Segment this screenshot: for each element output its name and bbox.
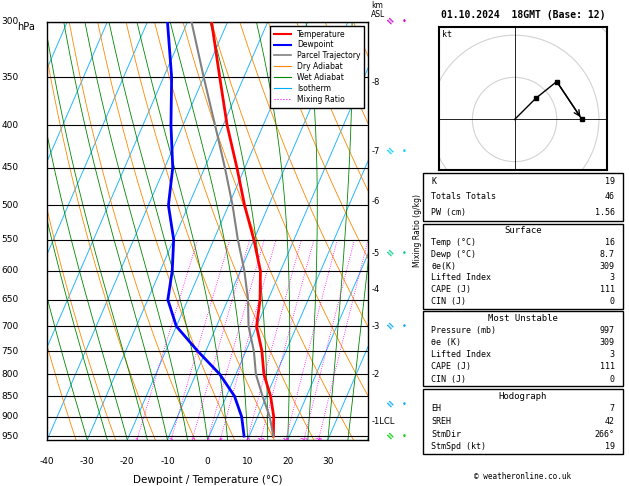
Text: 10: 10 bbox=[242, 456, 253, 466]
Text: Temp (°C): Temp (°C) bbox=[431, 238, 476, 247]
Text: ≡: ≡ bbox=[383, 398, 396, 411]
Text: 20: 20 bbox=[299, 438, 308, 444]
Text: -7: -7 bbox=[371, 147, 379, 156]
Text: Mixing Ratio (g/kg): Mixing Ratio (g/kg) bbox=[413, 194, 421, 267]
Text: 800: 800 bbox=[1, 370, 18, 379]
Text: 700: 700 bbox=[1, 322, 18, 331]
Text: Most Unstable: Most Unstable bbox=[488, 314, 558, 323]
Text: 46: 46 bbox=[604, 192, 615, 201]
Text: •: • bbox=[401, 249, 406, 258]
Text: 266°: 266° bbox=[595, 430, 615, 439]
Text: Pressure (mb): Pressure (mb) bbox=[431, 326, 496, 335]
Text: Lifted Index: Lifted Index bbox=[431, 274, 491, 282]
Text: 16: 16 bbox=[604, 238, 615, 247]
Text: ≡: ≡ bbox=[383, 145, 396, 157]
Text: Lifted Index: Lifted Index bbox=[431, 350, 491, 359]
Text: 3: 3 bbox=[610, 274, 615, 282]
Text: 400: 400 bbox=[1, 121, 18, 130]
Text: 111: 111 bbox=[599, 363, 615, 371]
Text: •: • bbox=[401, 147, 406, 156]
Text: K: K bbox=[431, 177, 437, 186]
Text: CAPE (J): CAPE (J) bbox=[431, 363, 471, 371]
Text: 30: 30 bbox=[322, 456, 333, 466]
Text: θe (K): θe (K) bbox=[431, 338, 461, 347]
Text: StmSpd (kt): StmSpd (kt) bbox=[431, 442, 486, 451]
Text: PW (cm): PW (cm) bbox=[431, 208, 466, 217]
Text: 550: 550 bbox=[1, 235, 18, 244]
Text: 900: 900 bbox=[1, 412, 18, 421]
Text: -3: -3 bbox=[371, 322, 379, 331]
Text: 0: 0 bbox=[610, 297, 615, 306]
Text: 997: 997 bbox=[599, 326, 615, 335]
Text: •: • bbox=[401, 432, 406, 441]
Text: 5: 5 bbox=[218, 438, 223, 444]
Text: Surface: Surface bbox=[504, 226, 542, 235]
Text: 10: 10 bbox=[256, 438, 265, 444]
Text: -8: -8 bbox=[371, 78, 379, 87]
Text: 15: 15 bbox=[281, 438, 290, 444]
Text: 450: 450 bbox=[1, 163, 18, 172]
Text: CIN (J): CIN (J) bbox=[431, 375, 466, 383]
Text: 3: 3 bbox=[610, 350, 615, 359]
Text: 500: 500 bbox=[1, 201, 18, 210]
Text: 42: 42 bbox=[604, 417, 615, 426]
Text: -30: -30 bbox=[80, 456, 94, 466]
Text: -4: -4 bbox=[371, 285, 379, 294]
Text: kt: kt bbox=[442, 30, 452, 38]
Text: 750: 750 bbox=[1, 347, 18, 356]
Text: -5: -5 bbox=[371, 249, 379, 258]
Text: 19: 19 bbox=[604, 177, 615, 186]
Text: -2: -2 bbox=[371, 370, 379, 379]
Text: -20: -20 bbox=[120, 456, 135, 466]
Text: -40: -40 bbox=[40, 456, 55, 466]
Text: CIN (J): CIN (J) bbox=[431, 297, 466, 306]
Text: 2: 2 bbox=[169, 438, 173, 444]
Text: -6: -6 bbox=[371, 197, 379, 207]
Text: 300: 300 bbox=[1, 17, 18, 26]
Text: hPa: hPa bbox=[17, 22, 35, 32]
Text: 3: 3 bbox=[190, 438, 194, 444]
Text: θe(K): θe(K) bbox=[431, 261, 456, 271]
Text: ≡: ≡ bbox=[383, 430, 396, 442]
Text: 25: 25 bbox=[314, 438, 323, 444]
Text: 0: 0 bbox=[610, 375, 615, 383]
Text: 309: 309 bbox=[599, 261, 615, 271]
Text: 111: 111 bbox=[599, 285, 615, 294]
Text: 01.10.2024  18GMT (Base: 12): 01.10.2024 18GMT (Base: 12) bbox=[441, 10, 605, 20]
Text: 350: 350 bbox=[1, 73, 18, 82]
Text: 0: 0 bbox=[204, 456, 211, 466]
Text: 309: 309 bbox=[599, 338, 615, 347]
Legend: Temperature, Dewpoint, Parcel Trajectory, Dry Adiabat, Wet Adiabat, Isotherm, Mi: Temperature, Dewpoint, Parcel Trajectory… bbox=[270, 26, 364, 108]
Text: 650: 650 bbox=[1, 295, 18, 304]
Text: Dewp (°C): Dewp (°C) bbox=[431, 250, 476, 259]
Text: 8.7: 8.7 bbox=[599, 250, 615, 259]
Text: © weatheronline.co.uk: © weatheronline.co.uk bbox=[474, 472, 572, 481]
Text: ≡: ≡ bbox=[383, 247, 396, 260]
Text: -1LCL: -1LCL bbox=[371, 417, 394, 426]
Text: Dewpoint / Temperature (°C): Dewpoint / Temperature (°C) bbox=[133, 475, 282, 486]
Text: km
ASL: km ASL bbox=[371, 1, 386, 19]
Text: 600: 600 bbox=[1, 266, 18, 276]
Text: EH: EH bbox=[431, 404, 442, 414]
Text: 1.56: 1.56 bbox=[595, 208, 615, 217]
Text: 8: 8 bbox=[245, 438, 250, 444]
Text: ≡: ≡ bbox=[383, 320, 396, 333]
Text: Totals Totals: Totals Totals bbox=[431, 192, 496, 201]
Text: 4: 4 bbox=[206, 438, 210, 444]
Text: •: • bbox=[401, 400, 406, 409]
Text: ≡: ≡ bbox=[383, 16, 396, 28]
Text: StmDir: StmDir bbox=[431, 430, 461, 439]
Text: 1: 1 bbox=[135, 438, 139, 444]
Text: CAPE (J): CAPE (J) bbox=[431, 285, 471, 294]
Text: 19: 19 bbox=[604, 442, 615, 451]
Text: •: • bbox=[401, 17, 406, 26]
Text: -10: -10 bbox=[160, 456, 175, 466]
Text: 850: 850 bbox=[1, 392, 18, 400]
Text: 950: 950 bbox=[1, 432, 18, 441]
Text: •: • bbox=[401, 322, 406, 331]
Text: SREH: SREH bbox=[431, 417, 451, 426]
Text: Hodograph: Hodograph bbox=[499, 392, 547, 401]
Text: 7: 7 bbox=[610, 404, 615, 414]
Text: 20: 20 bbox=[282, 456, 294, 466]
